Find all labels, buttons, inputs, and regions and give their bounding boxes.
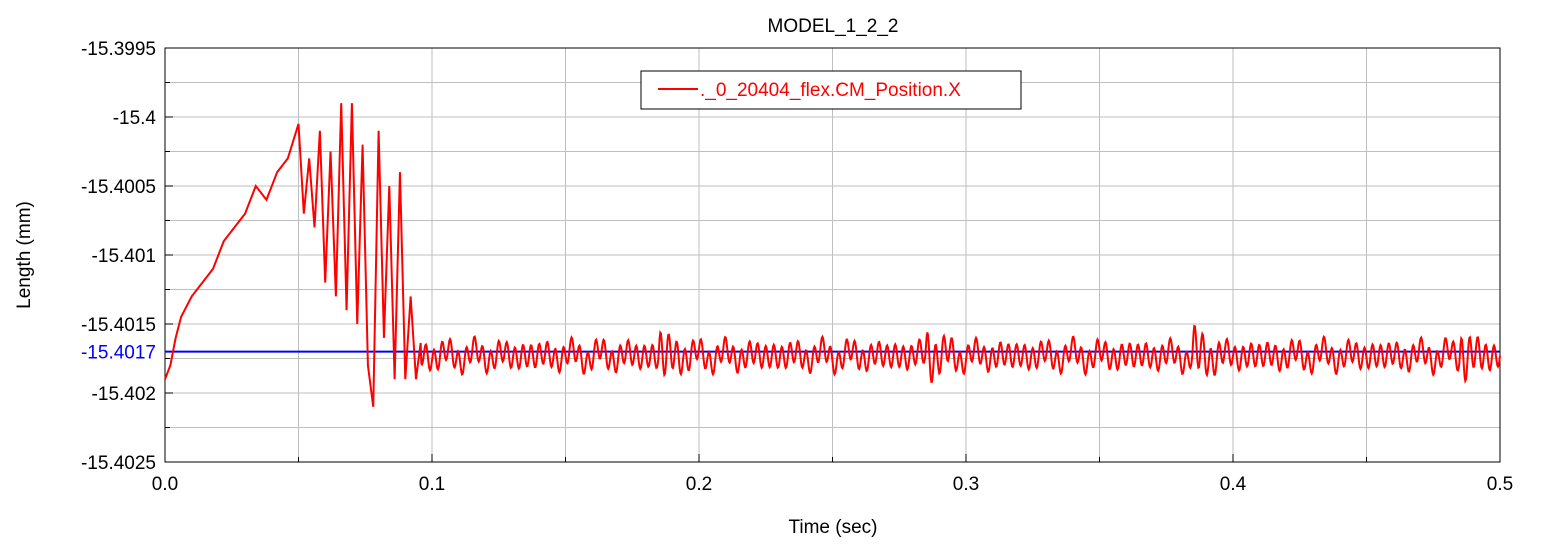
x-tick-label: 0.1	[419, 474, 445, 495]
y-tick-label: -15.4	[113, 108, 157, 129]
y-axis-ticks: -15.3995 -15.4 -15.4005 -15.401 -15.4015 -15.…	[81, 39, 173, 474]
x-tick-label: 0.3	[953, 474, 979, 495]
y-tick-label: -15.401	[92, 246, 156, 267]
x-axis-label: Time (sec)	[788, 517, 877, 538]
y-tick-label: -15.4015	[81, 315, 156, 336]
reference-line-label: -15.4017	[81, 343, 156, 364]
y-tick-label: -15.3995	[81, 39, 156, 60]
chart-title: MODEL_1_2_2	[768, 16, 899, 37]
y-tick-label: -15.402	[92, 384, 156, 405]
legend: ._0_20404_flex.CM_Position.X	[640, 70, 1022, 110]
x-axis-ticks: 0.0 0.1 0.2 0.3 0.4 0.5	[152, 454, 1513, 495]
y-tick-label: -15.4005	[81, 177, 156, 198]
legend-box	[640, 70, 1022, 110]
x-tick-label: 0.4	[1220, 474, 1247, 495]
y-tick-label: -15.4025	[81, 453, 156, 474]
series-line	[164, 103, 1501, 407]
y-axis-label: Length (mm)	[14, 201, 35, 309]
x-tick-label: 0.0	[152, 474, 178, 495]
x-tick-label: 0.5	[1487, 474, 1513, 495]
legend-label: ._0_20404_flex.CM_Position.X	[700, 80, 961, 101]
x-tick-label: 0.2	[686, 474, 712, 495]
